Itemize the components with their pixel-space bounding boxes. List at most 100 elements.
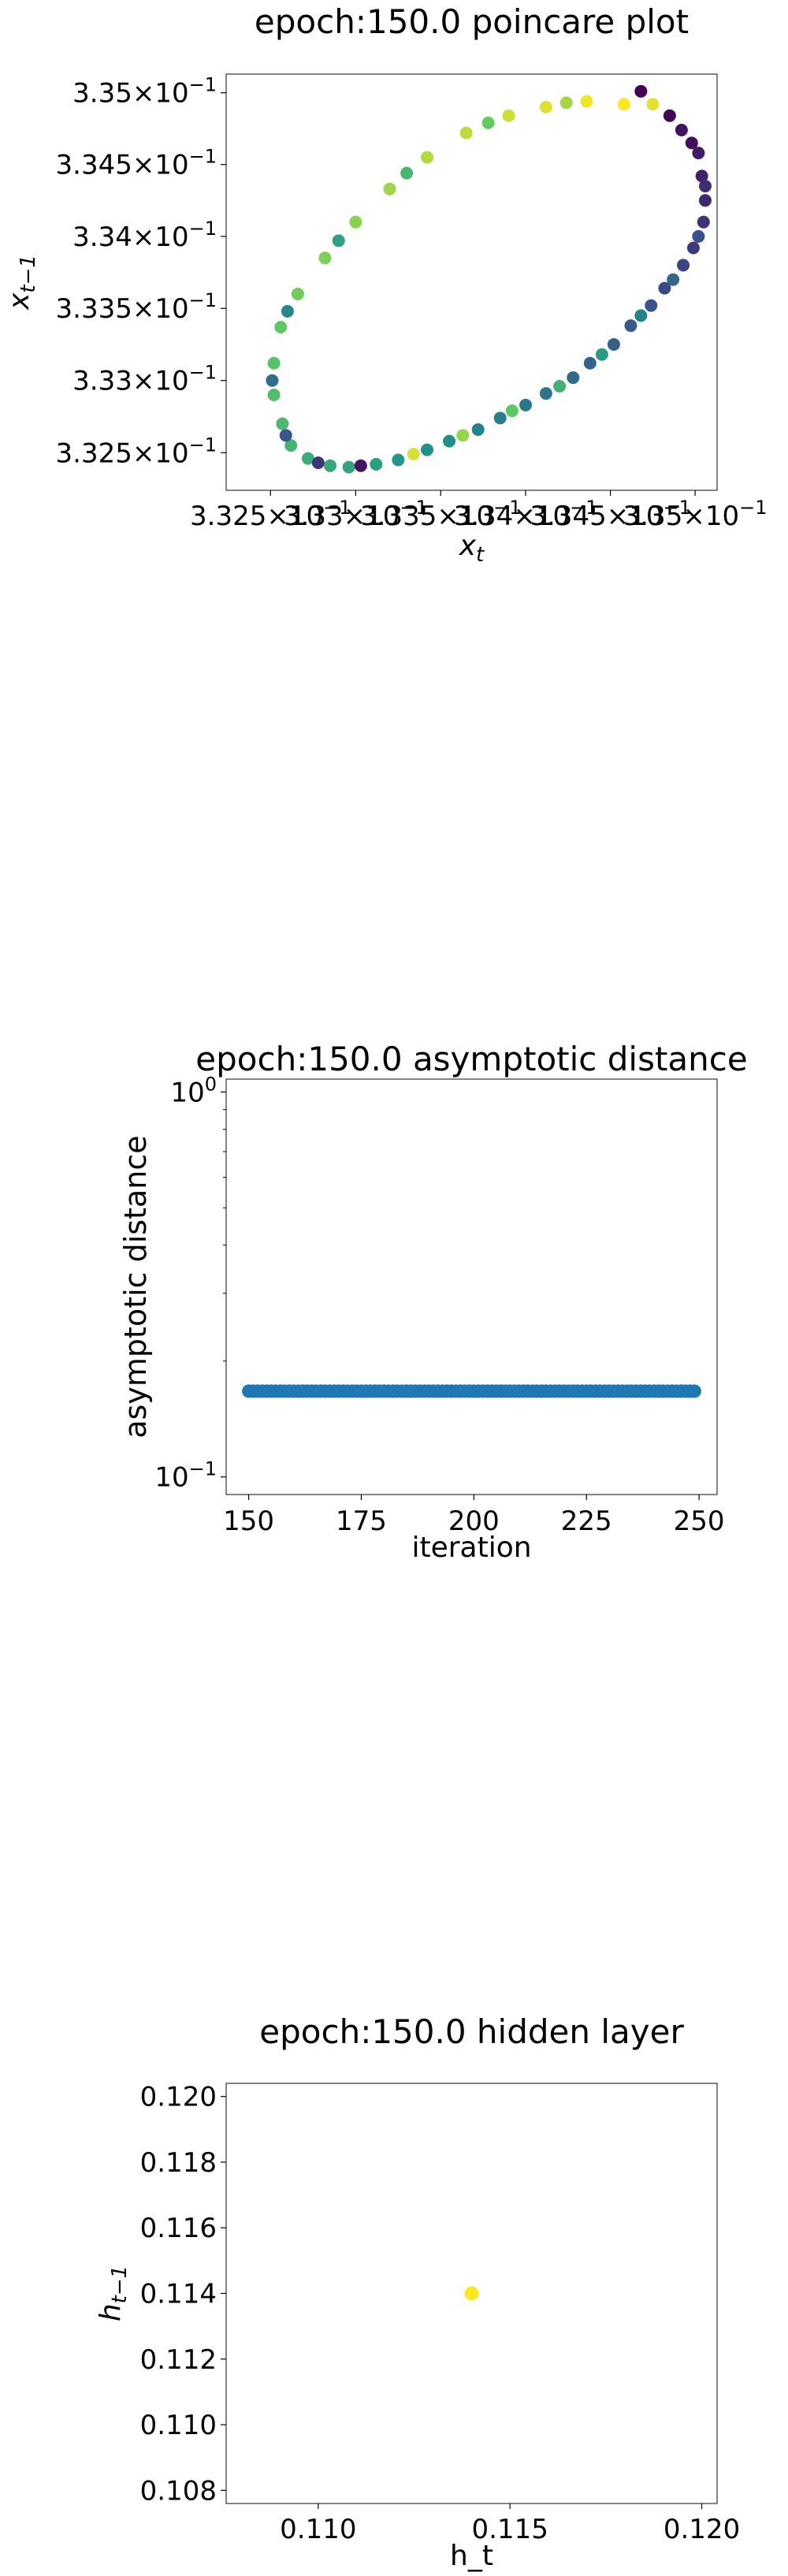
data-point bbox=[267, 356, 281, 370]
data-point bbox=[698, 194, 712, 207]
y-axis-label: asymptotic distance bbox=[118, 1135, 153, 1438]
tick-exponent: −1 bbox=[189, 289, 217, 311]
y-tick-label: 3.345×10−1 bbox=[56, 146, 217, 181]
data-point bbox=[311, 456, 325, 470]
y-axis-label: xt−1 bbox=[3, 255, 40, 311]
tick-mantissa: 3.35 bbox=[72, 78, 132, 110]
x-tick-label: 0.120 bbox=[663, 2514, 740, 2545]
x-axis-label: xt bbox=[459, 530, 485, 567]
tick-times: × bbox=[132, 366, 155, 397]
y-tick-label: 0.110 bbox=[140, 2410, 217, 2441]
tick-exponent: −1 bbox=[663, 497, 691, 519]
tick-exponent: −1 bbox=[570, 497, 597, 519]
data-point bbox=[553, 380, 567, 393]
data-point bbox=[686, 241, 700, 255]
tick-exponent: −1 bbox=[493, 497, 521, 519]
data-point bbox=[617, 98, 630, 111]
data-point bbox=[274, 321, 288, 334]
data-point bbox=[464, 2286, 479, 2301]
tick-mantissa: 3.35 bbox=[623, 501, 683, 532]
x-tick-label: 175 bbox=[336, 1506, 387, 1537]
data-point bbox=[692, 229, 705, 243]
data-point bbox=[607, 337, 620, 351]
tick-times: × bbox=[682, 501, 705, 532]
tick-base: 10 bbox=[154, 1462, 188, 1494]
x-tick-label: 0.115 bbox=[472, 2514, 548, 2545]
tick-exponent: −1 bbox=[189, 146, 217, 168]
tick-base: 10 bbox=[705, 501, 739, 532]
data-point bbox=[624, 319, 637, 333]
chart-title: epoch:150.0 hidden layer bbox=[259, 2012, 684, 2051]
tick-base: 10 bbox=[170, 1077, 204, 1108]
data-point bbox=[354, 459, 367, 472]
tick-times: × bbox=[344, 501, 366, 532]
data-point bbox=[695, 169, 708, 183]
tick-mantissa: 3.33 bbox=[72, 366, 132, 397]
poincare-plot: epoch:150.0 poincare plot3.325×10−13.33×… bbox=[3, 2, 768, 567]
data-point bbox=[493, 411, 507, 425]
tick-base: 10 bbox=[154, 293, 188, 325]
data-point bbox=[281, 304, 294, 318]
tick-base: 10 bbox=[629, 501, 663, 532]
tick-mantissa: 3.325 bbox=[56, 437, 132, 469]
y-axis-label-main: h bbox=[95, 2303, 127, 2321]
tick-times: × bbox=[132, 437, 155, 469]
x-tick-label: 150 bbox=[223, 1506, 274, 1537]
data-point bbox=[658, 281, 671, 295]
y-tick-label: 0.116 bbox=[140, 2213, 217, 2244]
tick-times: × bbox=[437, 501, 459, 532]
data-point bbox=[667, 273, 680, 286]
tick-times: × bbox=[132, 221, 155, 253]
tick-base: 10 bbox=[289, 501, 323, 532]
y-axis-label-sub: t−1 bbox=[108, 2265, 132, 2304]
x-tick-label: 3.335×10−1 bbox=[360, 497, 522, 532]
data-point bbox=[291, 287, 304, 300]
tick-base: 10 bbox=[154, 221, 188, 253]
data-point bbox=[580, 95, 593, 108]
x-tick-label: 3.325×10−1 bbox=[190, 497, 351, 532]
tick-times: × bbox=[132, 293, 155, 325]
asymptotic-distance-plot: epoch:150.0 asymptotic distance 150 175 200… bbox=[118, 1040, 748, 1564]
data-point bbox=[456, 429, 470, 442]
y-tick-label: 0.108 bbox=[140, 2475, 217, 2507]
y-tick-label: 3.35×10−1 bbox=[72, 74, 217, 110]
data-point bbox=[502, 109, 515, 122]
x-tick-label: 3.35×10−1 bbox=[623, 497, 768, 532]
data-point bbox=[687, 1384, 701, 1398]
y-tick-label: 3.34×10−1 bbox=[72, 218, 217, 253]
plot-frame bbox=[225, 73, 718, 491]
y-tick-label: 0.112 bbox=[140, 2344, 217, 2376]
tick-exponent: −1 bbox=[739, 497, 767, 519]
data-point bbox=[421, 151, 434, 164]
tick-times: × bbox=[607, 501, 630, 532]
tick-mantissa: 3.325 bbox=[190, 501, 266, 532]
data-point bbox=[505, 404, 519, 418]
hidden-layer-plot: epoch:150.0 hidden layer 0.110 0.115 0.120 0… bbox=[95, 2012, 740, 2572]
data-point bbox=[567, 371, 580, 385]
y-tick-label: 3.325×10−1 bbox=[56, 434, 217, 469]
tick-times: × bbox=[132, 150, 155, 181]
tick-times: × bbox=[132, 78, 155, 110]
x-tick-label: 0.110 bbox=[280, 2514, 356, 2545]
tick-exponent: 0 bbox=[205, 1073, 217, 1095]
tick-exponent: −1 bbox=[189, 362, 217, 384]
y-axis-label: ht−1 bbox=[95, 2265, 132, 2321]
scatter-points bbox=[242, 1384, 701, 1398]
tick-base: 10 bbox=[154, 78, 188, 110]
tick-mantissa: 3.335 bbox=[56, 293, 132, 325]
x-axis-label: h_t bbox=[450, 2540, 493, 2572]
tick-exponent: −1 bbox=[189, 218, 217, 240]
y-tick-label: 3.335×10−1 bbox=[56, 289, 217, 325]
x-axis-label-sub: t bbox=[476, 543, 485, 567]
tick-exponent: −1 bbox=[400, 497, 427, 519]
data-point bbox=[443, 434, 456, 448]
tick-base: 10 bbox=[154, 150, 188, 181]
data-point bbox=[539, 387, 552, 400]
y-tick-label: 10−1 bbox=[154, 1458, 217, 1494]
data-point bbox=[692, 147, 705, 160]
data-point bbox=[392, 453, 405, 467]
tick-exponent: −1 bbox=[189, 1458, 217, 1480]
tick-base: 10 bbox=[154, 437, 188, 469]
data-point bbox=[519, 398, 533, 411]
data-point bbox=[284, 439, 298, 452]
